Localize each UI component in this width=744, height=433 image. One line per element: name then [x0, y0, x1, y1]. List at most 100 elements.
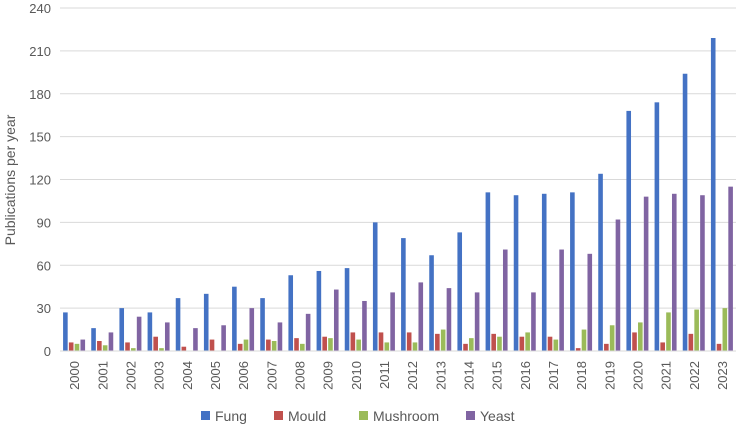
- y-tick-label-0: 0: [44, 344, 51, 359]
- y-axis-title: Publications per year: [2, 114, 18, 245]
- bar-mushroom-2019: [609, 325, 615, 351]
- x-tick-label-2010: 2010: [349, 361, 364, 390]
- legend-label-fung: Fung: [215, 408, 247, 424]
- bar-mushroom-2021: [666, 312, 671, 351]
- bar-fung-2012: [401, 238, 406, 351]
- bar-mushroom-2009: [328, 338, 333, 351]
- bar-fung-2002: [119, 308, 125, 352]
- x-tick-label-2016: 2016: [518, 361, 533, 390]
- y-tick-label-30: 30: [37, 301, 51, 316]
- bar-yeast-2000: [80, 339, 86, 351]
- bar-mushroom-2000: [74, 343, 80, 351]
- x-tick-label-2006: 2006: [236, 361, 251, 390]
- bar-mould-2009: [322, 336, 327, 351]
- bar-mushroom-2018: [581, 329, 587, 351]
- bar-yeast-2013: [446, 288, 452, 351]
- x-tick-label-2019: 2019: [602, 361, 617, 390]
- x-tick-label-2020: 2020: [630, 361, 645, 390]
- bar-fung-2018: [570, 192, 575, 351]
- x-tick-label-2023: 2023: [715, 361, 730, 390]
- bar-fung-2020: [626, 110, 632, 352]
- bar-fung-2000: [63, 312, 68, 351]
- bar-fung-2005: [203, 293, 209, 351]
- x-tick-label-2014: 2014: [461, 361, 476, 390]
- bar-mushroom-2010: [356, 339, 361, 351]
- bar-fung-2016: [513, 195, 519, 351]
- bar-mushroom-2012: [412, 342, 418, 351]
- bar-mushroom-2008: [300, 343, 305, 351]
- bar-mould-2001: [97, 341, 102, 351]
- bar-fung-2019: [598, 173, 603, 351]
- bar-fung-2006: [232, 286, 237, 351]
- bar-fung-2004: [175, 298, 181, 351]
- x-tick-label-2002: 2002: [123, 361, 138, 390]
- bar-yeast-2018: [587, 253, 593, 351]
- bar-mould-2000: [68, 342, 74, 351]
- bar-mould-2008: [294, 338, 299, 351]
- bar-mushroom-2011: [384, 342, 390, 351]
- y-tick-label-60: 60: [37, 258, 51, 273]
- x-tick-label-2012: 2012: [405, 361, 420, 390]
- legend: Fung Mould Mushroom Yeast: [201, 408, 515, 424]
- bar-fung-2003: [147, 312, 153, 351]
- bar-mould-2022: [688, 333, 694, 351]
- x-tick-label-2013: 2013: [433, 361, 448, 390]
- y-tick-label-210: 210: [29, 44, 51, 59]
- bar-mushroom-2006: [243, 339, 249, 351]
- bar-yeast-2014: [474, 292, 480, 351]
- bar-mould-2004: [181, 346, 187, 351]
- bar-fung-2009: [316, 270, 322, 351]
- x-axis: 2000 2001 2002 2003 2004 2005 2006 2007 2008 2009…: [60, 350, 736, 390]
- bar-fung-2022: [682, 73, 688, 352]
- legend-swatch-mushroom: [359, 411, 368, 420]
- x-tick-label-2000: 2000: [67, 361, 82, 390]
- x-tick-label-2017: 2017: [546, 361, 561, 390]
- x-tick-label-2001: 2001: [95, 361, 110, 390]
- bar-yeast-2011: [390, 292, 395, 351]
- bar-yeast-2006: [249, 308, 255, 352]
- x-tick-label-2009: 2009: [321, 361, 336, 390]
- bar-fung-2011: [372, 222, 378, 352]
- bar-yeast-2020: [643, 196, 649, 351]
- bar-yeast-2009: [333, 289, 339, 351]
- bar-mould-2023: [716, 343, 722, 351]
- bar-fung-2008: [288, 275, 294, 351]
- x-tick-label-2007: 2007: [264, 361, 279, 390]
- x-tick-label-2021: 2021: [659, 361, 674, 390]
- bar-mould-2015: [491, 333, 496, 351]
- bar-fung-2007: [260, 298, 265, 351]
- legend-label-mushroom: Mushroom: [373, 408, 439, 424]
- bar-fung-2017: [541, 193, 547, 351]
- bar-yeast-2005: [221, 325, 226, 351]
- bar-fung-2014: [457, 232, 463, 351]
- bar-mould-2018: [575, 348, 581, 351]
- bar-fung-2023: [710, 38, 716, 351]
- bar-mushroom-2022: [694, 309, 699, 351]
- bar-fung-2001: [91, 328, 96, 351]
- bar-fung-2021: [654, 102, 660, 351]
- legend-swatch-fung: [201, 411, 210, 420]
- bar-mushroom-2023: [722, 308, 728, 352]
- bar-yeast-2019: [615, 219, 621, 351]
- bar-yeast-2016: [531, 292, 536, 351]
- legend-label-mould: Mould: [288, 408, 326, 424]
- bar-fung-2015: [485, 192, 491, 351]
- legend-label-yeast: Yeast: [480, 408, 515, 424]
- bar-yeast-2021: [671, 193, 677, 351]
- bar-mould-2006: [237, 343, 243, 351]
- bar-yeast-2004: [193, 328, 198, 351]
- bar-yeast-2007: [277, 322, 283, 351]
- legend-swatch-mould: [274, 411, 283, 420]
- x-tick-label-2005: 2005: [208, 361, 223, 390]
- bar-mushroom-2002: [131, 348, 136, 351]
- bar-fung-2010: [344, 268, 350, 351]
- bar-yeast-2022: [700, 195, 705, 351]
- bar-fung-2013: [429, 255, 434, 351]
- gridlines: [60, 7, 736, 352]
- bar-mould-2016: [519, 336, 525, 351]
- bar-mould-2005: [209, 339, 215, 351]
- bar-mushroom-2020: [638, 322, 643, 351]
- bar-mould-2013: [435, 333, 440, 351]
- bar-group: [63, 38, 733, 352]
